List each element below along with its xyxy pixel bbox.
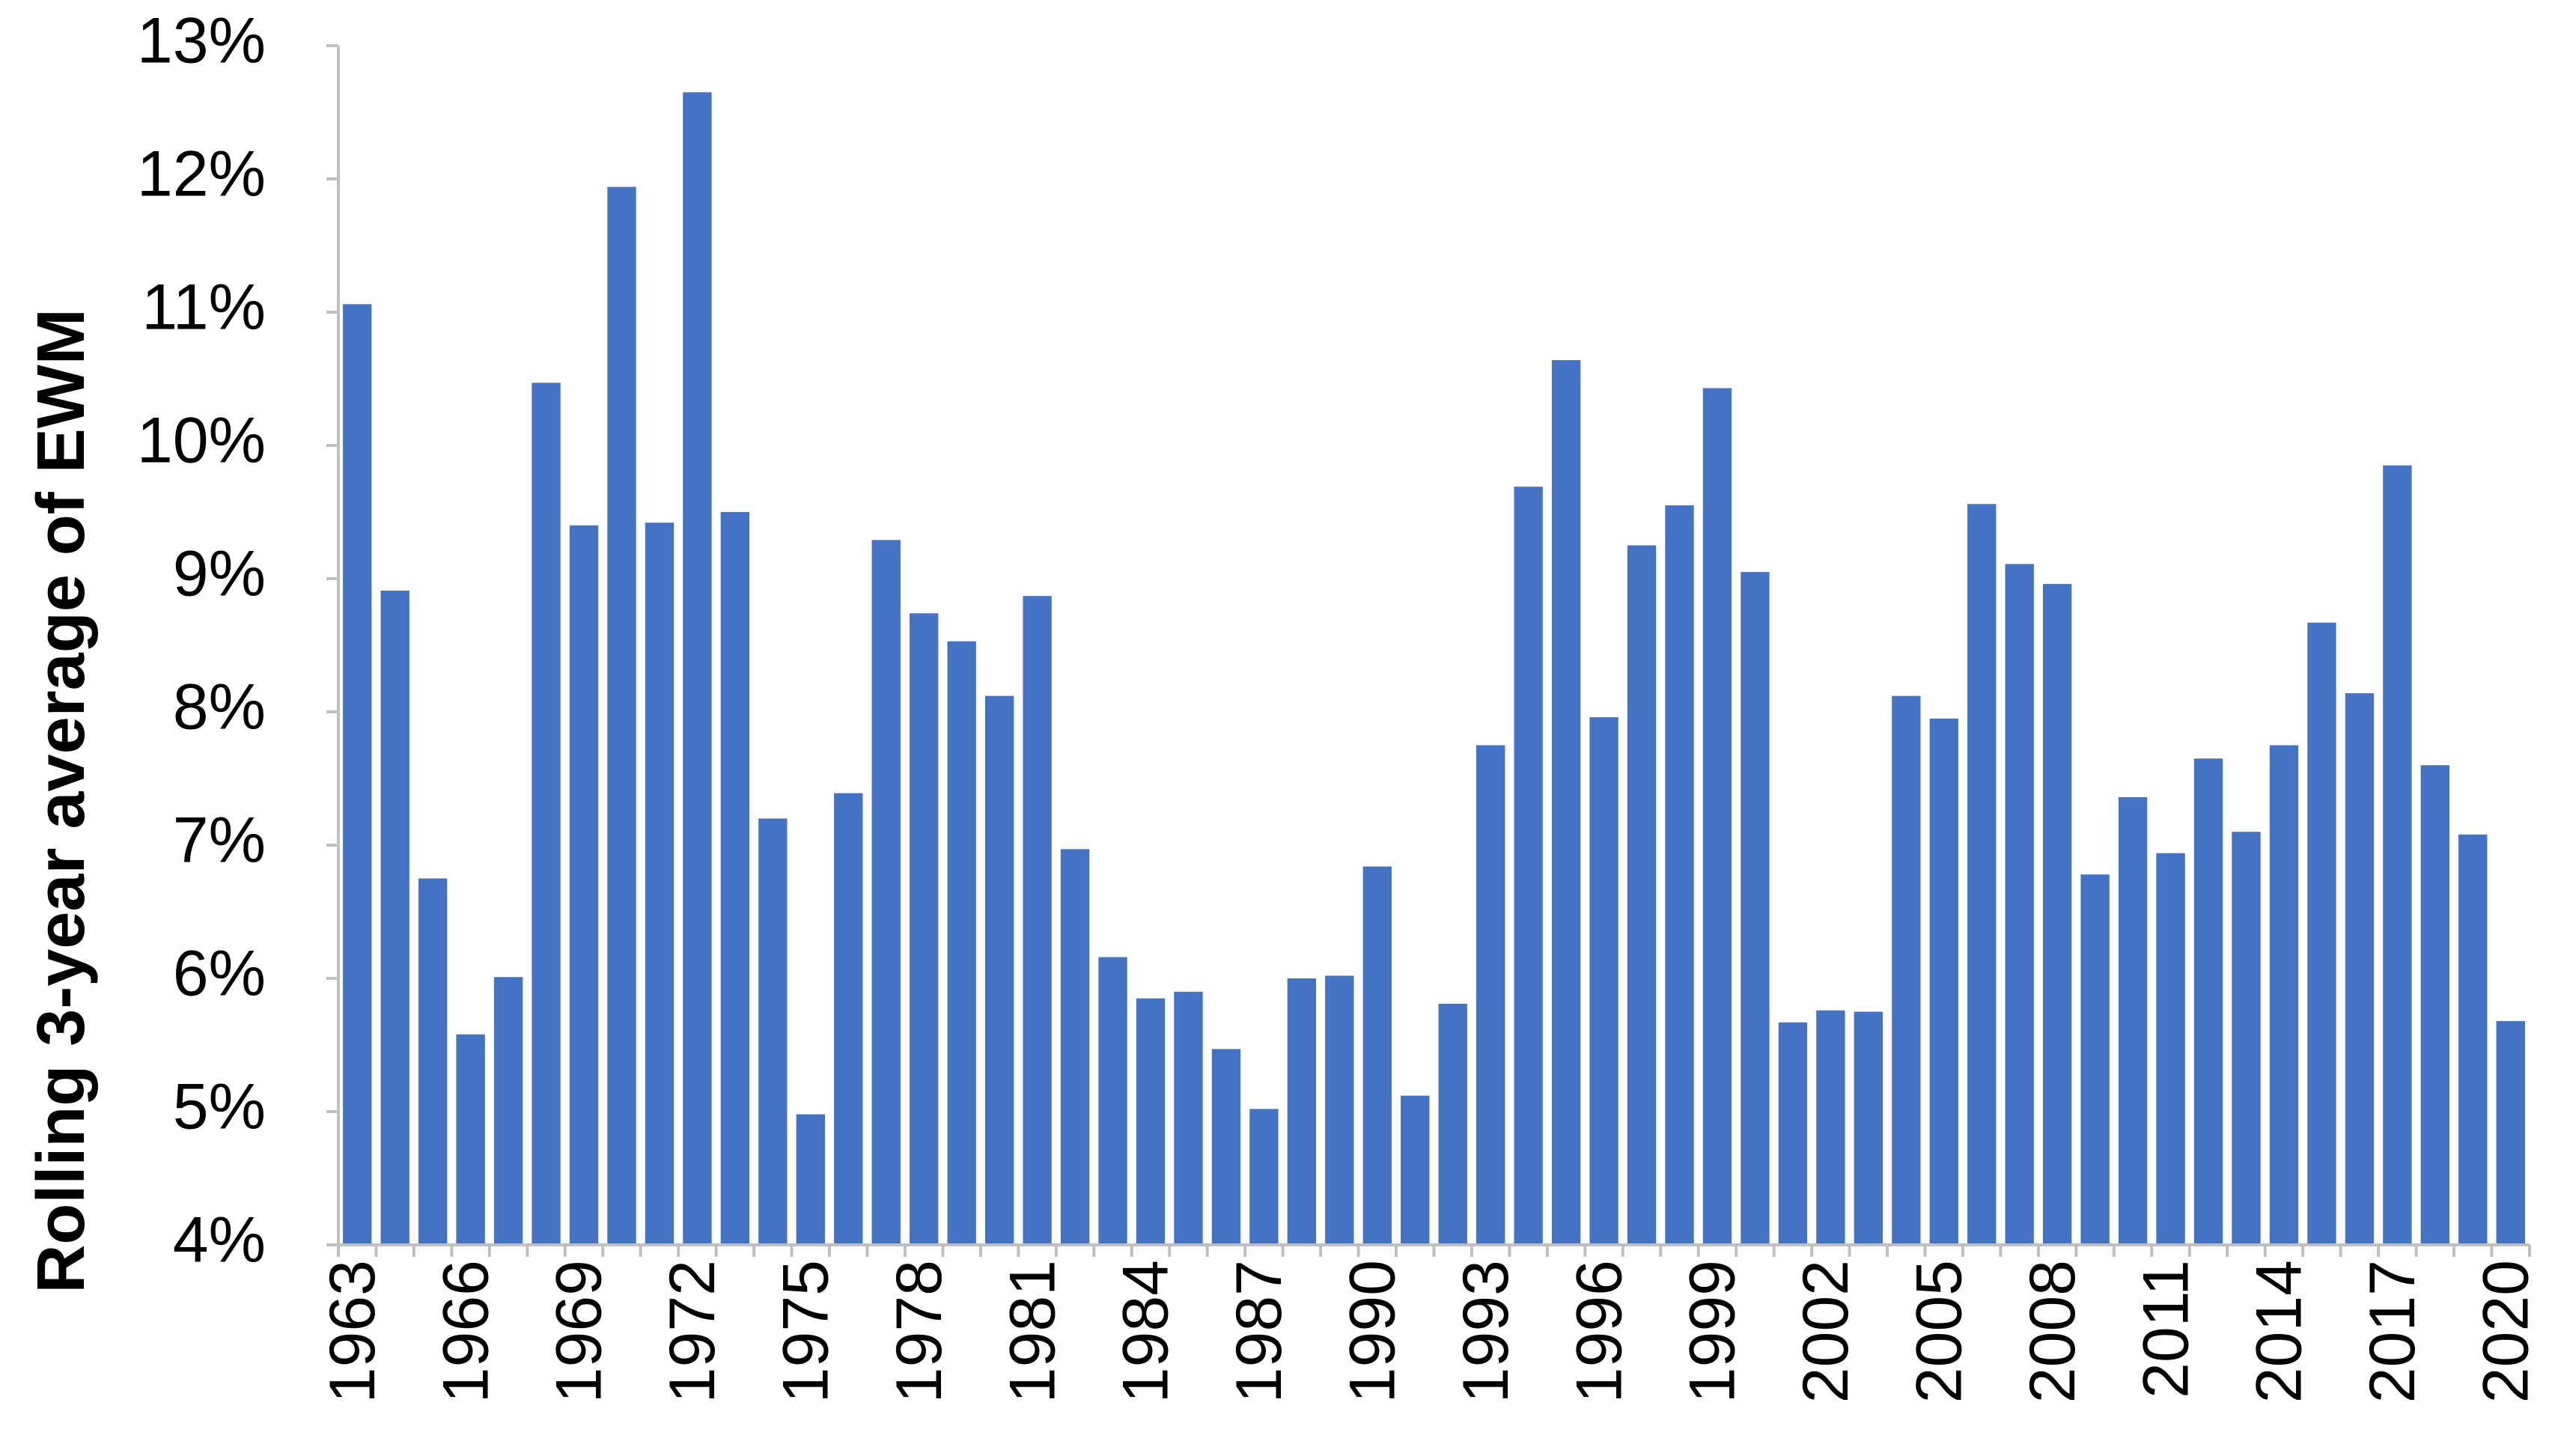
x-tick-label: 2017 — [2357, 1260, 2428, 1403]
bar — [456, 1034, 485, 1245]
bar — [1778, 1022, 1808, 1245]
bar — [532, 383, 561, 1246]
bar — [2193, 758, 2223, 1245]
bar — [1854, 1011, 1883, 1245]
x-tick-label: 1966 — [430, 1260, 502, 1403]
x-tick-label: 1993 — [1450, 1260, 1522, 1403]
x-tick-label: 1984 — [1110, 1260, 1182, 1403]
bar — [1287, 978, 1317, 1245]
x-tick-label: 2005 — [1904, 1260, 1976, 1403]
bar — [871, 540, 901, 1245]
bar — [418, 878, 448, 1245]
y-tick-label: 4% — [173, 1204, 266, 1276]
x-tick-label: 2008 — [2017, 1260, 2089, 1403]
bar — [1249, 1109, 1279, 1245]
bar — [569, 525, 599, 1245]
x-tick-label: 2014 — [2244, 1260, 2315, 1403]
bar — [645, 523, 674, 1245]
bar — [2080, 874, 2110, 1245]
x-tick-label: 1978 — [883, 1260, 955, 1403]
bar — [2005, 564, 2034, 1245]
y-tick-label: 11% — [141, 272, 266, 344]
bar — [2043, 584, 2072, 1245]
bar — [1514, 487, 1543, 1245]
bar — [1929, 718, 1958, 1245]
x-tick-label: 2020 — [2470, 1260, 2542, 1403]
bar — [834, 793, 863, 1245]
bar — [607, 186, 636, 1246]
x-tick-label: 2002 — [1790, 1260, 1862, 1403]
bar — [758, 818, 788, 1245]
x-tick-label: 2011 — [2130, 1260, 2202, 1398]
bar — [1023, 596, 1052, 1245]
x-tick-label: 1972 — [657, 1260, 728, 1403]
x-tick-label: 1987 — [1223, 1260, 1295, 1403]
bar — [947, 641, 976, 1245]
x-tick-label: 1990 — [1337, 1260, 1409, 1403]
bar — [1325, 975, 1354, 1245]
bar — [1136, 998, 1166, 1245]
bar — [343, 304, 372, 1245]
bar — [1967, 504, 1997, 1245]
bar — [1741, 572, 1770, 1245]
bar — [1098, 957, 1127, 1245]
bar — [1401, 1095, 1430, 1245]
bar — [1702, 388, 1732, 1246]
bar — [1816, 1010, 1845, 1245]
bar — [1589, 717, 1618, 1245]
bar — [1438, 1003, 1467, 1245]
x-tick-label: 1969 — [543, 1260, 615, 1403]
bar — [1476, 745, 1505, 1245]
y-tick-label: 7% — [173, 805, 266, 877]
y-tick-label: 5% — [173, 1071, 266, 1143]
bar — [1211, 1049, 1241, 1245]
bar — [1174, 991, 1203, 1245]
y-tick-label: 6% — [173, 938, 266, 1010]
bar — [2420, 765, 2450, 1245]
bar — [910, 613, 939, 1245]
bar — [1627, 545, 1657, 1245]
bar — [720, 512, 750, 1245]
x-tick-label: 1963 — [317, 1260, 389, 1403]
bar — [2118, 796, 2148, 1245]
y-axis-title: Rolling 3-year average of EWM — [24, 308, 99, 1293]
bar — [2156, 853, 2185, 1245]
x-tick-label: 1999 — [1677, 1260, 1749, 1403]
y-tick-label: 13% — [137, 5, 266, 77]
bar — [1362, 866, 1392, 1245]
bar — [380, 591, 409, 1245]
bar — [2458, 834, 2488, 1245]
bar — [683, 92, 712, 1245]
bar — [2345, 693, 2375, 1245]
x-tick-label: 1996 — [1563, 1260, 1635, 1403]
y-tick-label: 9% — [173, 538, 266, 610]
bar — [796, 1114, 825, 1245]
bar — [493, 977, 523, 1245]
y-tick-label: 8% — [173, 671, 266, 743]
bar — [1665, 505, 1694, 1245]
bar — [2232, 832, 2261, 1245]
y-tick-label: 12% — [137, 138, 266, 210]
y-tick-label: 10% — [137, 405, 266, 477]
bar — [1060, 849, 1090, 1245]
bar — [1892, 695, 1921, 1245]
x-tick-label: 1975 — [770, 1260, 842, 1403]
bar — [1551, 360, 1581, 1246]
bar — [984, 695, 1014, 1245]
bar — [2383, 465, 2412, 1246]
bar — [2307, 622, 2336, 1245]
x-tick-label: 1981 — [996, 1260, 1068, 1403]
bar — [2496, 1020, 2525, 1245]
bar — [2269, 745, 2299, 1245]
